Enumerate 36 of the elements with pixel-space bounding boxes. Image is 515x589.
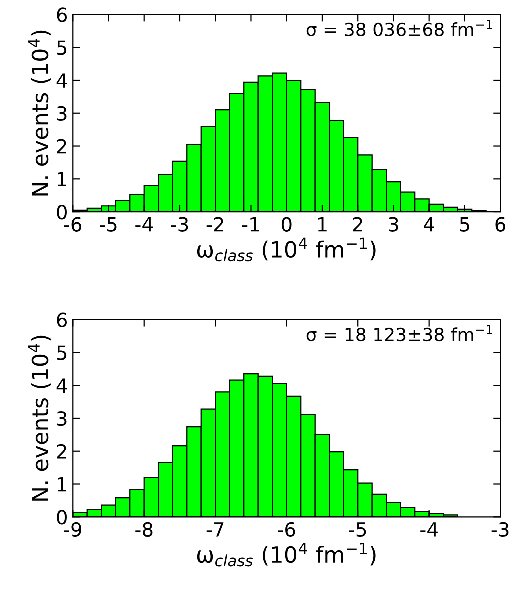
y-tick-label: 2 bbox=[57, 139, 66, 154]
y-tick-label: 4 bbox=[56, 74, 68, 88]
x-tick-label: -5 bbox=[100, 218, 117, 232]
x-tick-label: -3 bbox=[492, 522, 509, 538]
y-tick-label: 5 bbox=[57, 40, 67, 56]
y-axis-title: N. events (10$^{4}$) bbox=[28, 30, 52, 196]
y-tick-label: 6 bbox=[57, 8, 68, 22]
x-tick-label: 1 bbox=[318, 218, 327, 232]
x-tick-label: -8 bbox=[136, 522, 153, 538]
y-tick-label: 6 bbox=[57, 312, 68, 328]
y-tick-label: 1 bbox=[58, 172, 66, 187]
x-tick-label: -5 bbox=[349, 522, 366, 538]
x-tick-label: 0 bbox=[282, 217, 292, 232]
y-tick-label: 4 bbox=[56, 378, 68, 393]
y-tick-label: 5 bbox=[57, 346, 67, 360]
y-axis-title: N. events (10$^{4}$) bbox=[28, 336, 52, 501]
annotation: σ = 38 036±68 fm$^{−1}$ bbox=[306, 20, 492, 36]
y-tick-label: 3 bbox=[57, 106, 67, 122]
x-tick-label: -4 bbox=[136, 218, 153, 232]
y-tick-label: 3 bbox=[57, 411, 67, 426]
x-axis-title: ω$_{class}$ (10$^{4}$ fm$^{−1}$) bbox=[197, 238, 376, 262]
x-tick-label: 5 bbox=[460, 218, 470, 232]
x-tick-label: -2 bbox=[206, 217, 224, 232]
x-tick-label: 4 bbox=[424, 218, 434, 232]
x-tick-label: -1 bbox=[242, 218, 260, 232]
x-axis-title: ω$_{class}$ (10$^{4}$ fm$^{−1}$) bbox=[197, 542, 376, 567]
x-tick-label: -6 bbox=[278, 522, 296, 538]
x-tick-label: -3 bbox=[171, 217, 188, 232]
y-tick-label: 2 bbox=[57, 444, 66, 459]
x-tick-label: 2 bbox=[353, 217, 362, 232]
x-tick-label: -7 bbox=[206, 522, 224, 537]
annotation: σ = 18 123±38 fm$^{−1}$ bbox=[306, 325, 492, 342]
x-tick-label: 3 bbox=[389, 217, 398, 232]
y-tick-label: 1 bbox=[58, 477, 66, 492]
x-tick-label: -4 bbox=[420, 522, 438, 537]
x-tick-label: 6 bbox=[496, 217, 506, 232]
